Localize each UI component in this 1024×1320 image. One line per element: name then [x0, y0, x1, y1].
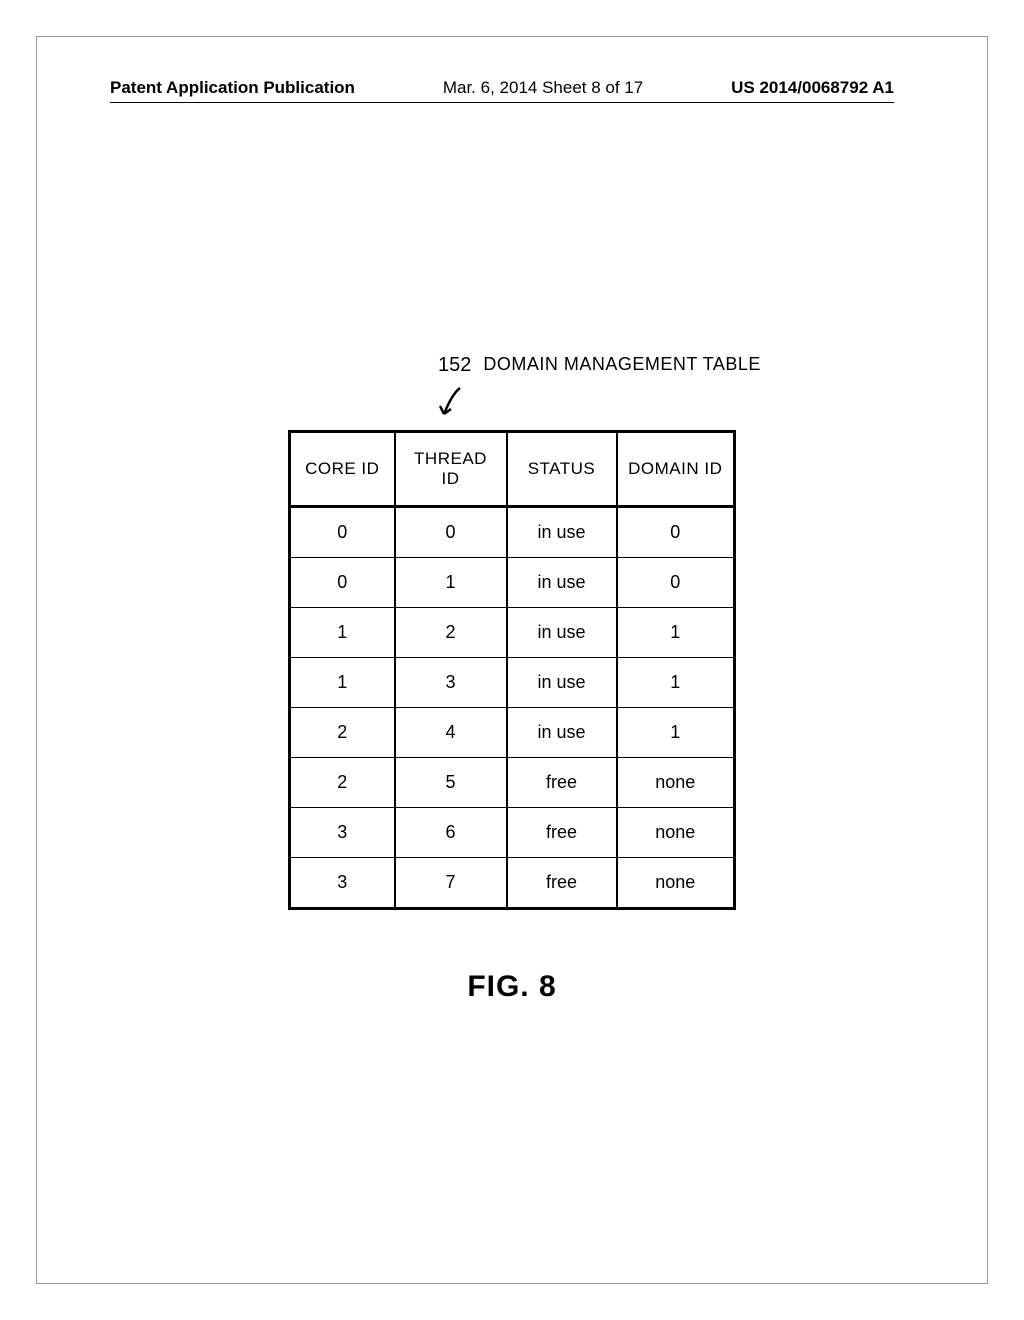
cell-thread-id: 6 — [395, 808, 507, 858]
cell-thread-id: 2 — [395, 608, 507, 658]
cell-status: free — [507, 808, 617, 858]
cell-thread-id: 3 — [395, 658, 507, 708]
cell-core-id: 2 — [290, 708, 395, 758]
cell-status: free — [507, 858, 617, 909]
table-row: 2 4 in use 1 — [290, 708, 735, 758]
reference-label: DOMAIN MANAGEMENT TABLE — [483, 354, 761, 375]
cell-domain-id: none — [617, 808, 735, 858]
cell-core-id: 3 — [290, 808, 395, 858]
cell-status: in use — [507, 708, 617, 758]
table-row: 2 5 free none — [290, 758, 735, 808]
cell-thread-id: 7 — [395, 858, 507, 909]
column-header-domain-id: DOMAIN ID — [617, 432, 735, 507]
header-publication: Patent Application Publication — [110, 78, 355, 98]
cell-status: in use — [507, 658, 617, 708]
table-row: 0 0 in use 0 — [290, 507, 735, 558]
cell-core-id: 1 — [290, 658, 395, 708]
figure-content: 152 DOMAIN MANAGEMENT TABLE CORE ID THRE… — [0, 360, 1024, 1004]
callout-arrow-icon — [438, 384, 478, 424]
table-row: 3 7 free none — [290, 858, 735, 909]
cell-status: free — [507, 758, 617, 808]
cell-domain-id: 1 — [617, 658, 735, 708]
cell-domain-id: none — [617, 758, 735, 808]
page-header: Patent Application Publication Mar. 6, 2… — [110, 78, 894, 103]
cell-thread-id: 0 — [395, 507, 507, 558]
cell-status: in use — [507, 507, 617, 558]
domain-management-table: CORE ID THREAD ID STATUS DOMAIN ID 0 0 i… — [288, 430, 736, 910]
table-row: 1 3 in use 1 — [290, 658, 735, 708]
cell-core-id: 1 — [290, 608, 395, 658]
reference-number: 152 — [438, 354, 471, 377]
table-row: 3 6 free none — [290, 808, 735, 858]
header-patent-number: US 2014/0068792 A1 — [731, 78, 894, 98]
cell-domain-id: 1 — [617, 608, 735, 658]
cell-thread-id: 1 — [395, 558, 507, 608]
header-sheet-info: Mar. 6, 2014 Sheet 8 of 17 — [443, 78, 643, 98]
cell-status: in use — [507, 608, 617, 658]
cell-core-id: 0 — [290, 507, 395, 558]
table-row: 1 2 in use 1 — [290, 608, 735, 658]
column-header-core-id: CORE ID — [290, 432, 395, 507]
table-row: 0 1 in use 0 — [290, 558, 735, 608]
column-header-thread-id: THREAD ID — [395, 432, 507, 507]
cell-core-id: 2 — [290, 758, 395, 808]
cell-core-id: 3 — [290, 858, 395, 909]
cell-domain-id: none — [617, 858, 735, 909]
cell-thread-id: 5 — [395, 758, 507, 808]
cell-thread-id: 4 — [395, 708, 507, 758]
figure-caption: FIG. 8 — [467, 970, 556, 1004]
table-header-row: CORE ID THREAD ID STATUS DOMAIN ID — [290, 432, 735, 507]
reference-callout: 152 DOMAIN MANAGEMENT TABLE — [438, 354, 761, 377]
cell-domain-id: 1 — [617, 708, 735, 758]
cell-domain-id: 0 — [617, 558, 735, 608]
column-header-status: STATUS — [507, 432, 617, 507]
cell-core-id: 0 — [290, 558, 395, 608]
cell-status: in use — [507, 558, 617, 608]
cell-domain-id: 0 — [617, 507, 735, 558]
